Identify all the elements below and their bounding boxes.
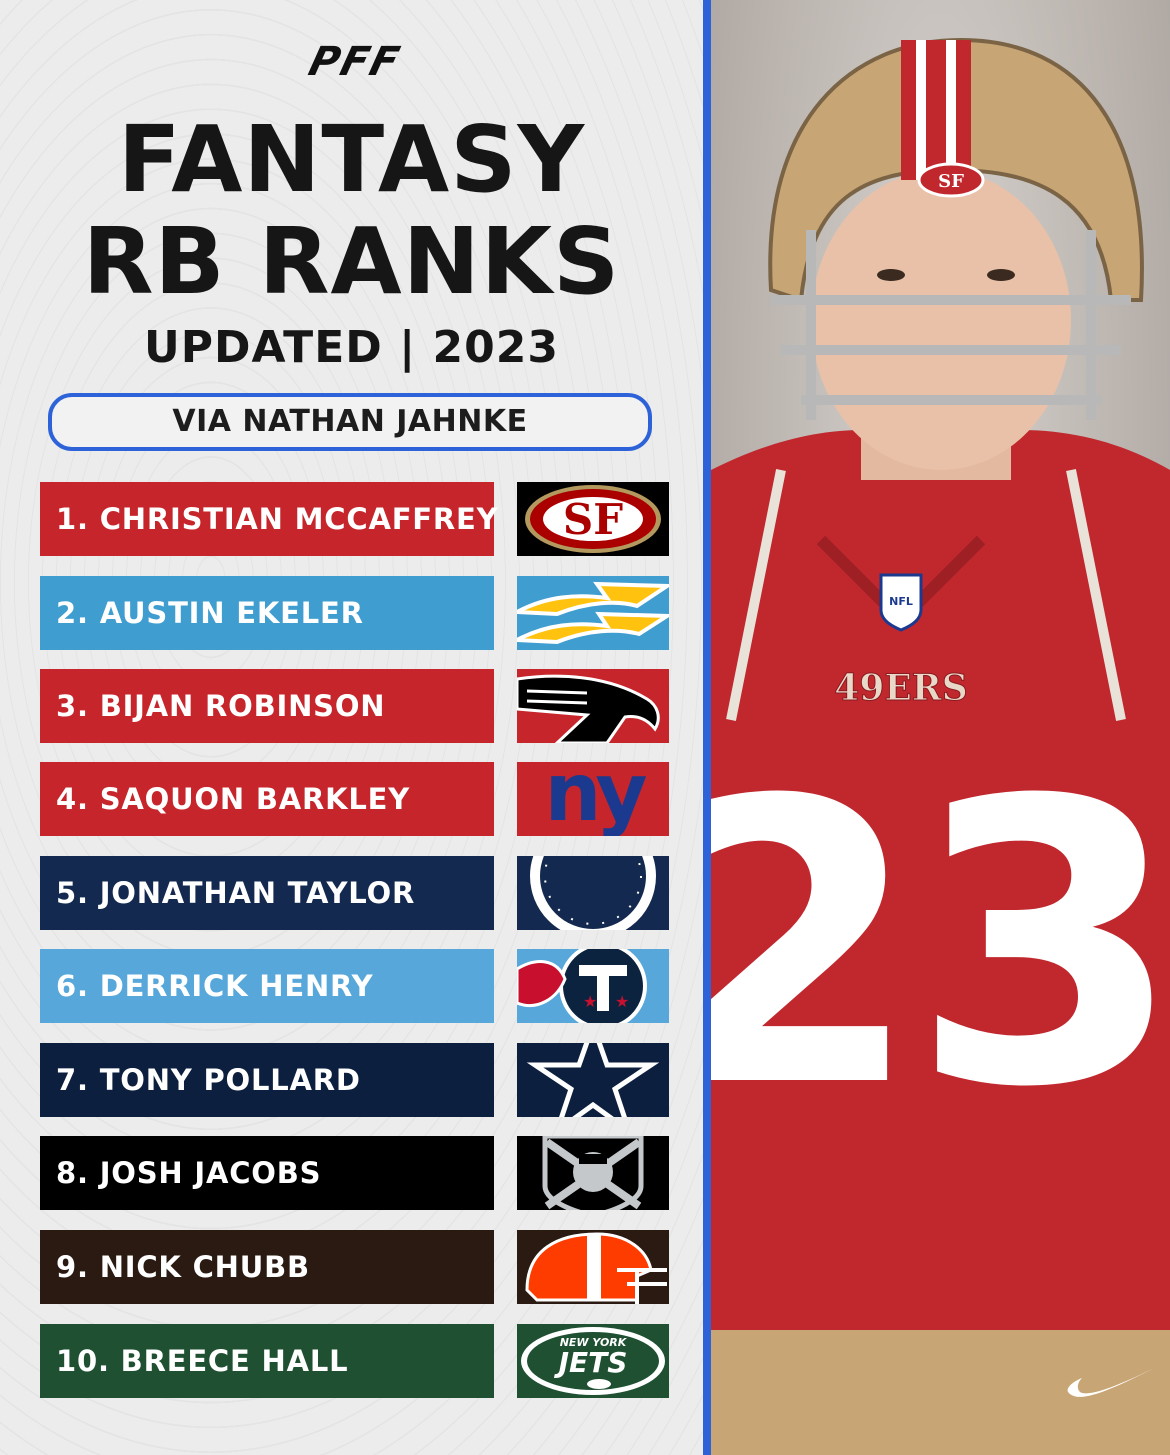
colts-logo-icon [517,856,669,930]
titans-logo-icon: ★ ★ [517,949,669,1023]
title-line-1: FANTASY [117,106,586,213]
helmet-logo: SF [938,171,964,192]
pff-logo: PFF [304,39,406,85]
giants-logo-icon: ny [517,762,669,836]
credit-badge: VIA NATHAN JAHNKE [48,393,652,451]
chargers-logo-icon [517,576,669,650]
rank-row-8: 8. JOSH JACOBS [40,1136,494,1210]
accent-divider [703,0,711,1455]
jersey-wordmark: 49ERS [834,667,967,709]
falcons-logo-icon [517,669,669,743]
title-line-2: RB RANKS [82,208,621,315]
subtitle: UPDATED | 2023 [144,322,559,373]
rank-row-2: 2. AUSTIN EKELER [40,576,494,650]
svg-text:ny: ny [544,762,646,836]
svg-text:★: ★ [615,992,629,1011]
49ers-logo-icon: SF [517,482,669,556]
jets-wordmark-top: NEW YORK [560,1336,628,1349]
svg-text:SF: SF [563,495,623,544]
rank-row-9: 9. NICK CHUBB [40,1230,494,1304]
rankings-panel: PFF FANTASY RB RANKS UPDATED | 2023 VIA … [0,0,703,1455]
rank-row-3: 3. BIJAN ROBINSON [40,669,494,743]
rank-row-4: 4. SAQUON BARKLEY [40,762,494,836]
nfl-shield-text: NFL [889,595,913,608]
svg-text:★: ★ [583,992,597,1011]
player-photo: NFL 49ERS 23 SF [711,0,1170,1455]
nike-swoosh-icon [1067,1368,1154,1397]
jersey-number: 23 [711,718,1170,1172]
rank-row-6: 6. DERRICK HENRY [40,949,494,1023]
rank-row-7: 7. TONY POLLARD [40,1043,494,1117]
jets-wordmark: JETS [554,1346,628,1379]
cowboys-logo-icon [517,1043,669,1117]
jets-logo-icon: NEW YORK JETS [517,1324,669,1398]
browns-logo-icon [517,1230,669,1304]
rank-row-10: 10. BREECE HALL [40,1324,494,1398]
raiders-logo-icon [517,1136,669,1210]
rank-row-1: 1. CHRISTIAN MCCAFFREY [40,482,498,556]
rank-row-5: 5. JONATHAN TAYLOR [40,856,494,930]
